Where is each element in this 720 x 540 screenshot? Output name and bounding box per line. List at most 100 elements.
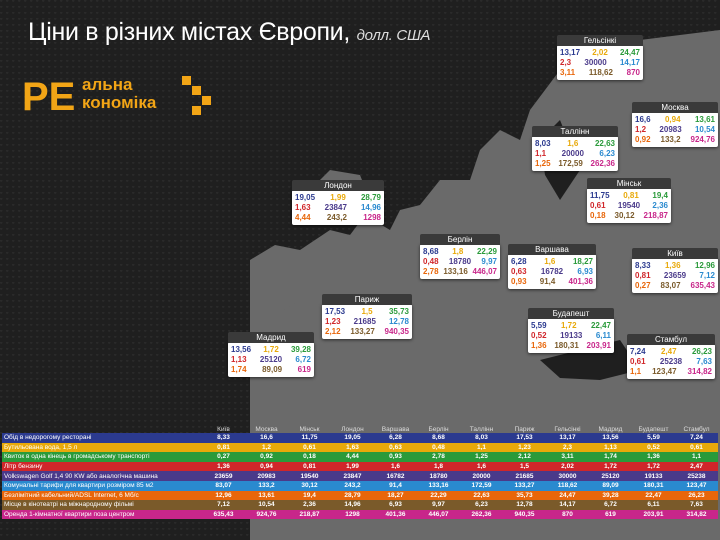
table-cell: 0,27 xyxy=(217,453,230,461)
table-cell: 1,5 xyxy=(519,463,530,471)
logo: РЕ альна кономіка xyxy=(22,70,222,119)
table-cell: 0,63 xyxy=(389,443,402,451)
city-card-value: 2,12 xyxy=(325,327,341,336)
table-cell: 172,59 xyxy=(471,482,492,490)
table-cell: 0,93 xyxy=(389,453,402,461)
city-card-value: 0,92 xyxy=(635,135,651,144)
table-cell: 1,1 xyxy=(691,453,702,461)
table-cell: 12,96 xyxy=(215,491,232,499)
city-card-row: 8,33 1,36 12,96 xyxy=(632,261,718,271)
city-card-row: 1,23 21685 12,78 xyxy=(322,317,412,327)
city-card-value: 6,93 xyxy=(577,267,593,276)
page-title: Ціни в різних містах Європи, долл. США xyxy=(28,18,430,47)
title-text: Ціни в різних містах Європи, xyxy=(28,18,350,46)
city-card-value: 1,72 xyxy=(560,321,577,330)
row-label: Літр бензину xyxy=(4,463,43,471)
city-card-value: 1,6 xyxy=(544,257,556,266)
city-card-title: Варшава xyxy=(508,244,596,255)
city-card-row: 7,24 2,47 26,23 xyxy=(627,347,715,357)
city-card-row: 5,59 1,72 22,47 xyxy=(528,321,614,331)
city-card-value: 0,94 xyxy=(664,115,681,124)
city-card-value: 9,97 xyxy=(481,257,497,266)
city-card-value: 91,4 xyxy=(539,277,556,286)
city-card-value: 6,23 xyxy=(599,149,615,158)
table-corner xyxy=(2,425,202,433)
table-cell: 23847 xyxy=(343,472,362,480)
table-cell: 1298 xyxy=(345,511,360,519)
city-card-value: 13,56 xyxy=(231,345,252,354)
city-card-title: Париж xyxy=(322,294,412,305)
city-card-value: 1,36 xyxy=(531,341,547,350)
table-cell: 1,8 xyxy=(433,463,444,471)
city-card-value: 1,23 xyxy=(325,317,341,326)
city-card-row: 0,93 91,4 401,36 xyxy=(508,277,596,287)
city-card-value: 8,03 xyxy=(535,139,551,148)
city-card-value: 2,78 xyxy=(423,267,439,276)
table-cell: 13,56 xyxy=(602,434,619,442)
table-cell: 924,76 xyxy=(256,511,277,519)
row-label: Комунальні тарифи для квартири розміром … xyxy=(4,482,154,490)
city-card-title: Мадрид xyxy=(228,332,314,343)
table-cell: 133,2 xyxy=(258,482,275,490)
city-card-value: 0,81 xyxy=(635,271,651,280)
city-card: Київ 8,33 1,36 12,96 0,81 23659 7,12 0,27 83,07 6… xyxy=(632,248,718,293)
city-card-value: 870 xyxy=(626,68,640,77)
city-card-row: 0,63 16782 6,93 xyxy=(508,267,596,277)
table-cell: 6,93 xyxy=(389,501,402,509)
table-cell: 1,25 xyxy=(475,453,488,461)
city-card-row: 1,1 123,47 314,82 xyxy=(627,367,715,377)
city-card-title: Гельсінкі xyxy=(557,35,643,46)
column-header: Париж xyxy=(514,425,535,433)
table-cell: 1,36 xyxy=(647,453,660,461)
city-card-value: 20983 xyxy=(659,125,682,134)
city-card-title: Москва xyxy=(632,102,718,113)
column-header: Варшава xyxy=(381,425,410,433)
table-cell: 12,78 xyxy=(516,501,533,509)
city-card-value: 172,59 xyxy=(558,159,583,168)
table-cell: 0,81 xyxy=(217,443,230,451)
table-cell: 243,2 xyxy=(344,482,361,490)
city-card-row: 1,74 89,09 619 xyxy=(228,365,314,375)
table-cell: 7,63 xyxy=(690,501,703,509)
table-cell: 13,61 xyxy=(258,491,275,499)
city-card-title: Стамбул xyxy=(627,334,715,345)
row-label: Обід в недорогому ресторані xyxy=(4,434,92,442)
city-card-value: 5,59 xyxy=(531,321,547,330)
table-cell: 1,23 xyxy=(518,443,531,451)
city-card-value: 8,68 xyxy=(423,247,439,256)
city-card-value: 1,6 xyxy=(567,139,579,148)
table-cell: 133,27 xyxy=(514,482,535,490)
city-card-value: 1,72 xyxy=(263,345,279,354)
table-cell: 123,47 xyxy=(686,482,707,490)
table-cell: 1,72 xyxy=(647,463,660,471)
table-cell: 940,35 xyxy=(514,511,535,519)
column-header: Таллінн xyxy=(469,425,494,433)
city-card-row: 1,36 180,31 203,91 xyxy=(528,341,614,351)
table-cell: 2,47 xyxy=(690,463,703,471)
row-label: Volkswagen Golf 1,4 90 KW або аналогічна… xyxy=(4,472,158,480)
table-cell: 0,48 xyxy=(432,443,445,451)
table-cell: 1,72 xyxy=(604,463,617,471)
city-card-value: 13,61 xyxy=(694,115,715,124)
table-cell: 1,1 xyxy=(476,443,487,451)
city-card-value: 203,91 xyxy=(586,341,611,350)
city-card-title: Таллінн xyxy=(532,126,618,137)
city-card-value: 133,16 xyxy=(443,267,468,276)
city-card-row: 1,2 20983 10,54 xyxy=(632,125,718,135)
table-cell: 30,12 xyxy=(301,482,318,490)
city-card-value: 0,61 xyxy=(630,357,646,366)
city-card-value: 22,63 xyxy=(594,139,615,148)
table-cell: 314,82 xyxy=(686,511,707,519)
city-card-row: 0,48 18780 9,97 xyxy=(420,257,500,267)
city-card-value: 123,47 xyxy=(652,367,677,376)
column-header: Мінськ xyxy=(299,425,320,433)
table-cell: 8,68 xyxy=(432,434,445,442)
city-card-title: Лондон xyxy=(292,180,384,191)
table-cell: 10,54 xyxy=(258,501,275,509)
city-card-value: 4,44 xyxy=(295,213,311,222)
table-cell: 19133 xyxy=(644,472,663,480)
city-card-value: 19540 xyxy=(617,201,641,210)
row-label: Безлімітний кабельний/ADSL Internet, 6 М… xyxy=(4,491,139,499)
city-card-value: 6,28 xyxy=(511,257,527,266)
table-cell: 1,6 xyxy=(476,463,487,471)
